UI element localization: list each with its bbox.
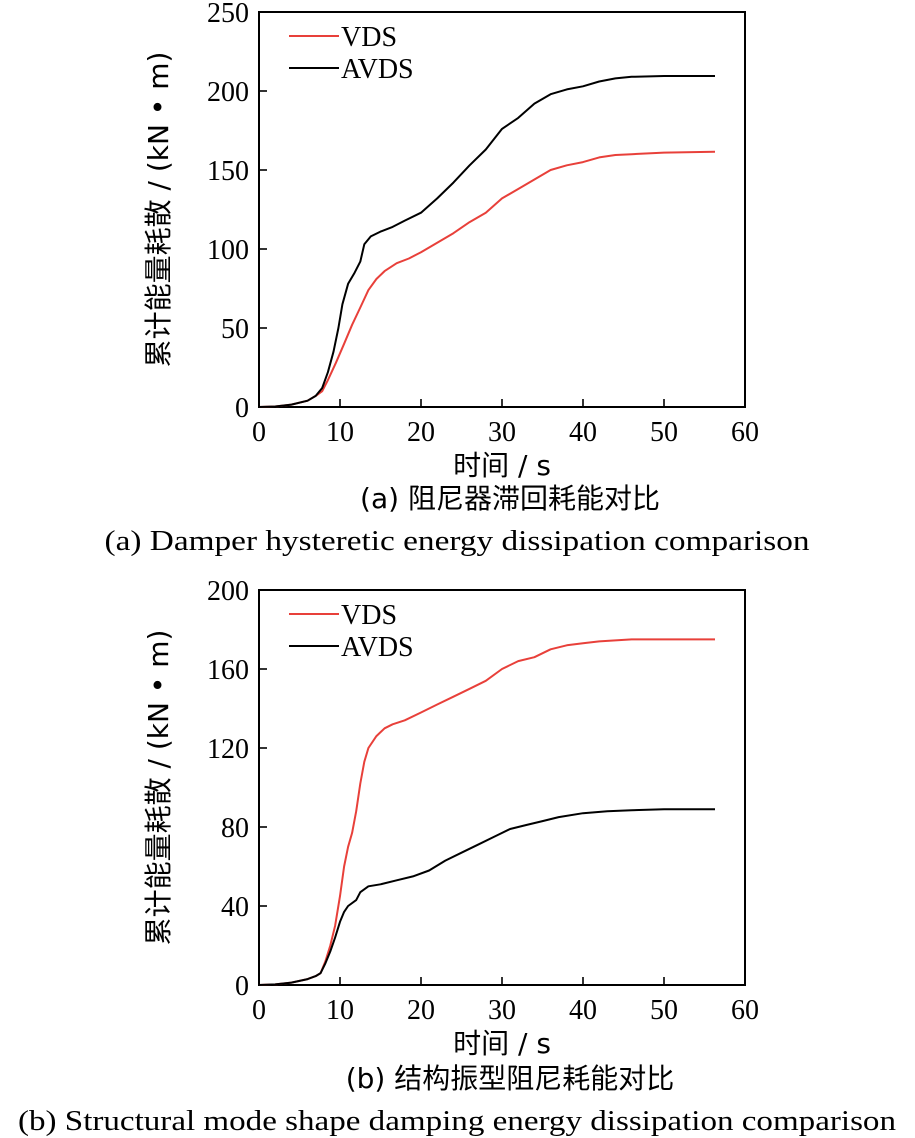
x-tick-label: 10 [326, 995, 354, 1026]
y-tick-label: 0 [235, 971, 249, 1002]
x-tick-label: 20 [407, 417, 435, 448]
series-line-vds [258, 150, 716, 408]
series-line-avds [258, 75, 715, 408]
y-tick-label: 250 [207, 0, 249, 29]
y-tick-label: 100 [207, 235, 249, 266]
y-tick-label: 80 [221, 813, 249, 844]
legend-label-avds: AVDS [341, 632, 414, 663]
caption-cn: (b) 结构振型阻尼耗能对比 [346, 1062, 675, 1095]
x-axis-title: 时间 / s [453, 1027, 551, 1060]
x-tick-label: 40 [569, 417, 597, 448]
x-tick-label: 50 [650, 995, 678, 1026]
plot-frame [258, 589, 746, 986]
y-tick-label: 40 [221, 892, 249, 923]
x-tick-label: 40 [569, 995, 597, 1026]
x-tick-label: 0 [252, 417, 266, 448]
x-tick-label: 60 [731, 417, 759, 448]
y-tick-label: 200 [207, 576, 249, 607]
x-tick-label: 30 [488, 995, 516, 1026]
caption-en: (a) Damper hysteretic energy dissipation… [105, 525, 811, 557]
caption-en: (b) Structural mode shape damping energy… [18, 1105, 897, 1137]
chart-panel-b: 0 10 20 30 40 50 60 0 40 80 120 160 200 时间 / s 累计能量耗散 … [18, 576, 897, 1137]
y-tick-label: 200 [207, 77, 249, 108]
x-tick-label: 20 [407, 995, 435, 1026]
legend-label-vds: VDS [341, 600, 397, 631]
y-tick-label: 150 [207, 156, 249, 187]
x-tick-label: 0 [252, 995, 266, 1026]
y-tick-label: 120 [207, 734, 249, 765]
x-tick-label: 10 [326, 417, 354, 448]
x-tick-label: 30 [488, 417, 516, 448]
y-axis-title: 累计能量耗散 / (kN • m) [142, 52, 175, 368]
series-line-avds [258, 808, 715, 986]
series-line-vds [258, 638, 715, 986]
legend-label-vds: VDS [341, 22, 397, 53]
x-tick-label: 50 [650, 417, 678, 448]
y-tick-label: 160 [207, 655, 249, 686]
y-tick-label: 0 [235, 393, 249, 424]
y-axis-title: 累计能量耗散 / (kN • m) [142, 630, 175, 946]
caption-cn: (a) 阻尼器滞回耗能对比 [360, 482, 660, 515]
y-tick-label: 50 [221, 314, 249, 345]
chart-panel-a: 0 10 20 30 40 50 60 0 50 100 150 200 250 时间 / s 累计能量耗散… [105, 0, 811, 557]
x-tick-label: 60 [731, 995, 759, 1026]
x-axis-title: 时间 / s [453, 449, 551, 482]
legend-label-avds: AVDS [341, 54, 414, 85]
plot-frame [258, 11, 746, 408]
